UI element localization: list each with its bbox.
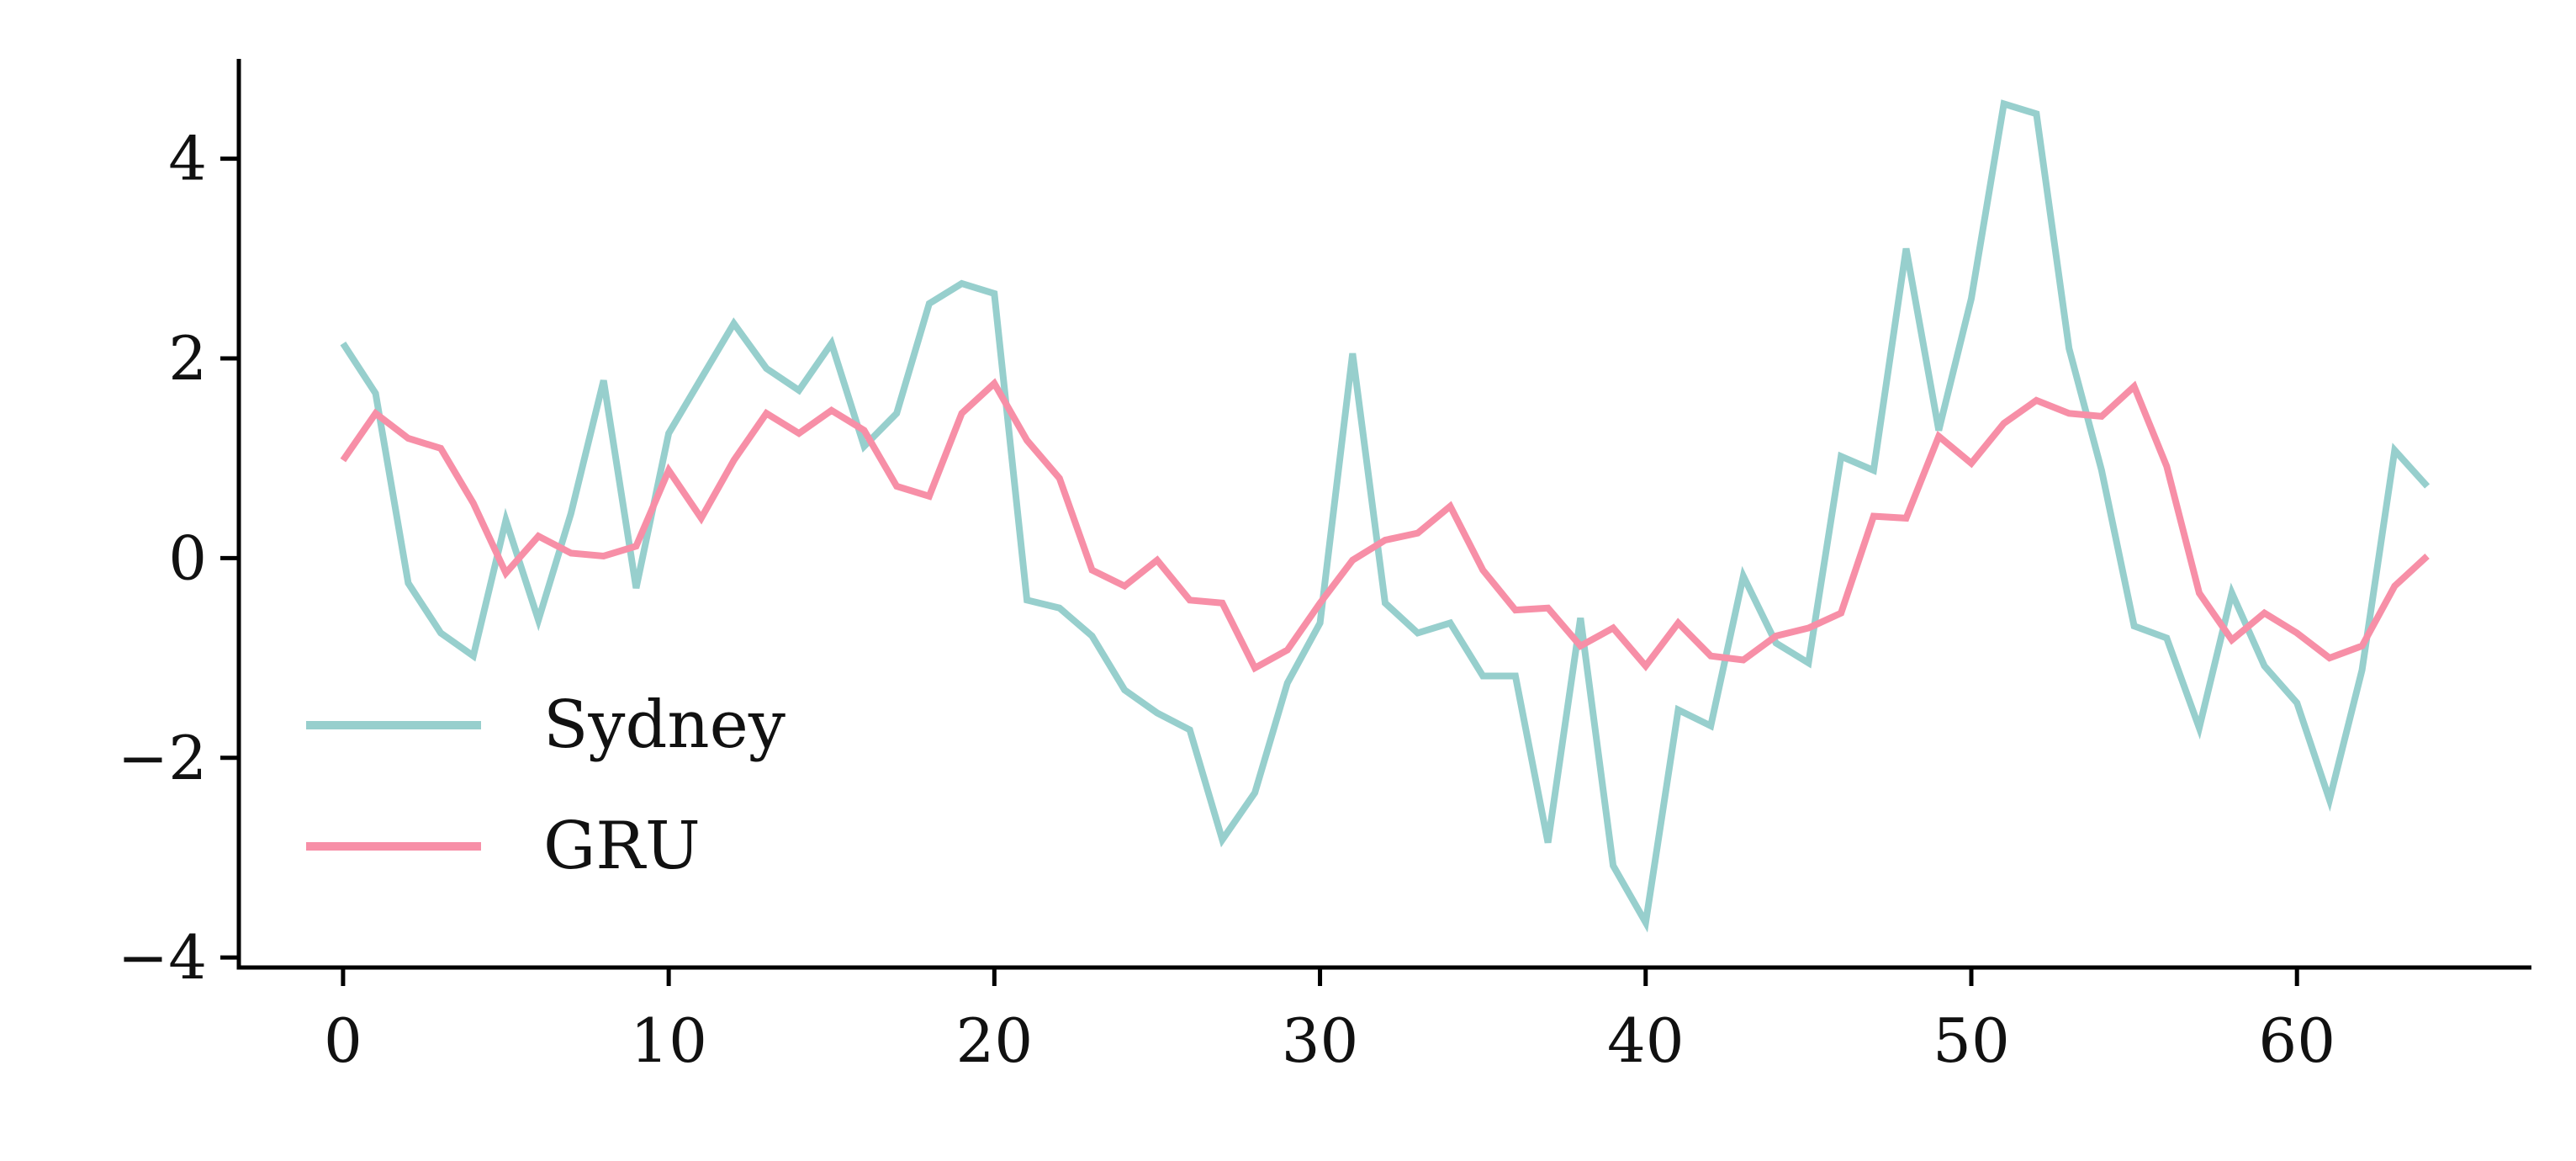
series-layer xyxy=(340,99,2431,933)
x-tick-label: 20 xyxy=(956,1005,1034,1076)
legend-label-gru: GRU xyxy=(543,808,701,884)
y-tick-label: 2 xyxy=(168,323,207,394)
y-tick-label: −2 xyxy=(118,723,207,793)
x-tick-label: 50 xyxy=(1933,1005,2010,1076)
series-line-gru xyxy=(340,378,2430,673)
y-tick-label: −4 xyxy=(118,922,207,993)
series-line-sydney xyxy=(340,99,2431,933)
x-tick-label: 10 xyxy=(630,1005,707,1076)
x-tick-label: 0 xyxy=(324,1005,362,1076)
y-tick-label: 0 xyxy=(168,522,207,593)
x-tick-label: 60 xyxy=(2258,1005,2335,1076)
legend: Sydney GRU xyxy=(306,687,785,884)
x-tick-label: 30 xyxy=(1282,1005,1359,1076)
x-tick-label: 40 xyxy=(1607,1005,1685,1076)
y-tick-label: 4 xyxy=(168,124,207,194)
legend-label-sydney: Sydney xyxy=(543,687,785,763)
